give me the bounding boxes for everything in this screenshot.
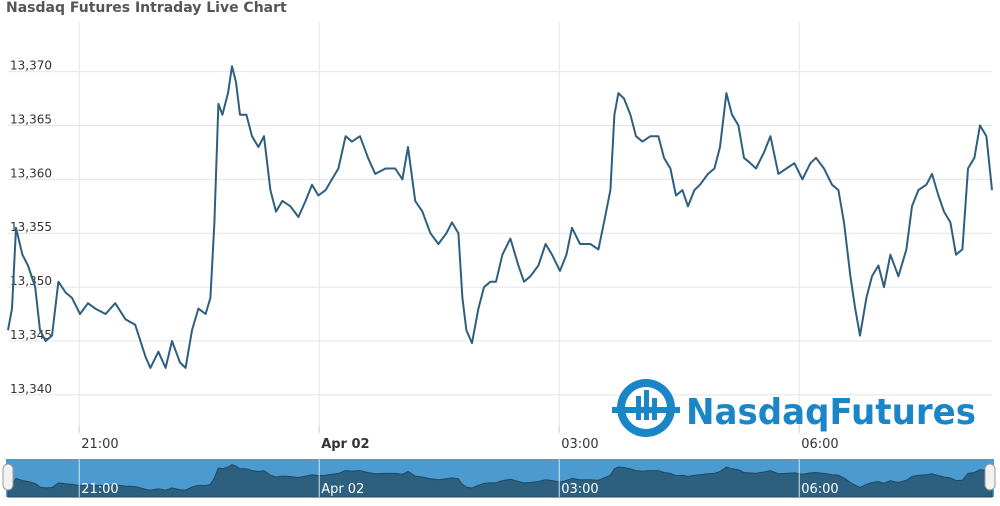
logo-bar <box>652 398 657 420</box>
logo-bar <box>644 390 649 420</box>
watermark: NasdaqFutures <box>686 392 976 433</box>
y-tick-label: 13,350 <box>10 274 52 288</box>
data-line <box>7 65 993 369</box>
navigator-tick-label: 21:00 <box>81 482 118 497</box>
navigator-tick-label: 06:00 <box>801 482 838 497</box>
navigator-tick-label: Apr 02 <box>321 482 364 497</box>
y-tick-label: 13,355 <box>10 220 52 234</box>
y-tick-label: 13,370 <box>10 59 52 73</box>
logo-bar <box>636 396 641 420</box>
navigator-handle <box>984 463 996 491</box>
x-tick-label: Apr 02 <box>321 437 369 452</box>
x-tick-label: 03:00 <box>561 437 598 452</box>
y-tick-label: 13,365 <box>10 112 52 126</box>
y-tick-label: 13,340 <box>10 382 52 396</box>
navigator-handle <box>2 463 14 491</box>
y-tick-label: 13,360 <box>10 166 52 180</box>
x-tick-label: 06:00 <box>801 437 838 452</box>
chart-title: Nasdaq Futures Intraday Live Chart <box>6 0 287 16</box>
navigator-tick-label: 03:00 <box>561 482 598 497</box>
navigator-area <box>7 464 993 498</box>
logo: NasdaqFutures <box>612 379 976 437</box>
x-tick-label: 21:00 <box>81 437 118 452</box>
